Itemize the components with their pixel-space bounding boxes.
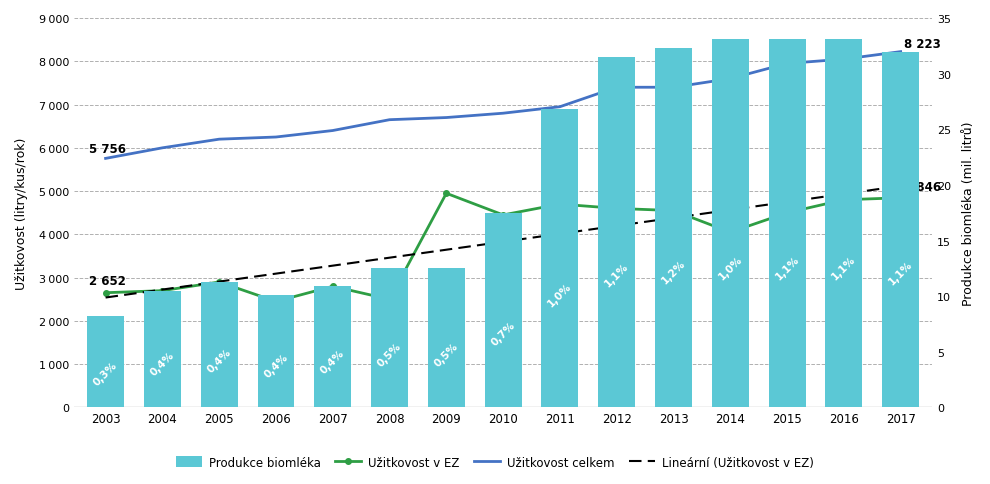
Bar: [428, 269, 464, 408]
Legend: Produkce biomléka, Užitkovost v EZ, Užitkovost celkem, Lineární (Užitkovost v EZ: Produkce biomléka, Užitkovost v EZ, Užit…: [171, 451, 819, 473]
Text: 0,4%: 0,4%: [319, 348, 346, 376]
Bar: [882, 53, 919, 408]
Text: 0,5%: 0,5%: [433, 341, 460, 369]
Bar: [87, 317, 124, 408]
Text: 0,4%: 0,4%: [205, 346, 233, 374]
Bar: [542, 110, 578, 408]
Text: 1,0%: 1,0%: [546, 281, 574, 308]
Text: 1,0%: 1,0%: [717, 254, 744, 282]
Text: 1,1%: 1,1%: [830, 254, 857, 282]
Bar: [826, 40, 862, 408]
Bar: [485, 213, 522, 408]
Text: 4 846: 4 846: [904, 181, 940, 194]
Text: 2 652: 2 652: [88, 274, 126, 287]
Bar: [712, 40, 748, 408]
Text: 8 223: 8 223: [904, 38, 940, 51]
Bar: [257, 296, 294, 408]
Text: 0,4%: 0,4%: [148, 349, 176, 377]
Y-axis label: Produkce biomléka (mil. litrů): Produkce biomléka (mil. litrů): [962, 121, 975, 305]
Bar: [314, 287, 351, 408]
Bar: [655, 49, 692, 408]
Y-axis label: Užitkovost (litry/kus/rok): Užitkovost (litry/kus/rok): [15, 137, 28, 289]
Text: 1,2%: 1,2%: [659, 257, 687, 285]
Bar: [768, 40, 806, 408]
Text: 1,1%: 1,1%: [603, 261, 631, 288]
Bar: [144, 291, 181, 408]
Bar: [598, 58, 636, 408]
Bar: [371, 269, 408, 408]
Text: 0,7%: 0,7%: [489, 320, 517, 348]
Text: 1,1%: 1,1%: [887, 259, 915, 287]
Text: 0,3%: 0,3%: [92, 359, 120, 387]
Text: 1,1%: 1,1%: [773, 254, 801, 282]
Text: 0,4%: 0,4%: [262, 351, 290, 379]
Text: 5 756: 5 756: [88, 143, 126, 155]
Text: 0,5%: 0,5%: [376, 341, 403, 369]
Bar: [201, 282, 238, 408]
